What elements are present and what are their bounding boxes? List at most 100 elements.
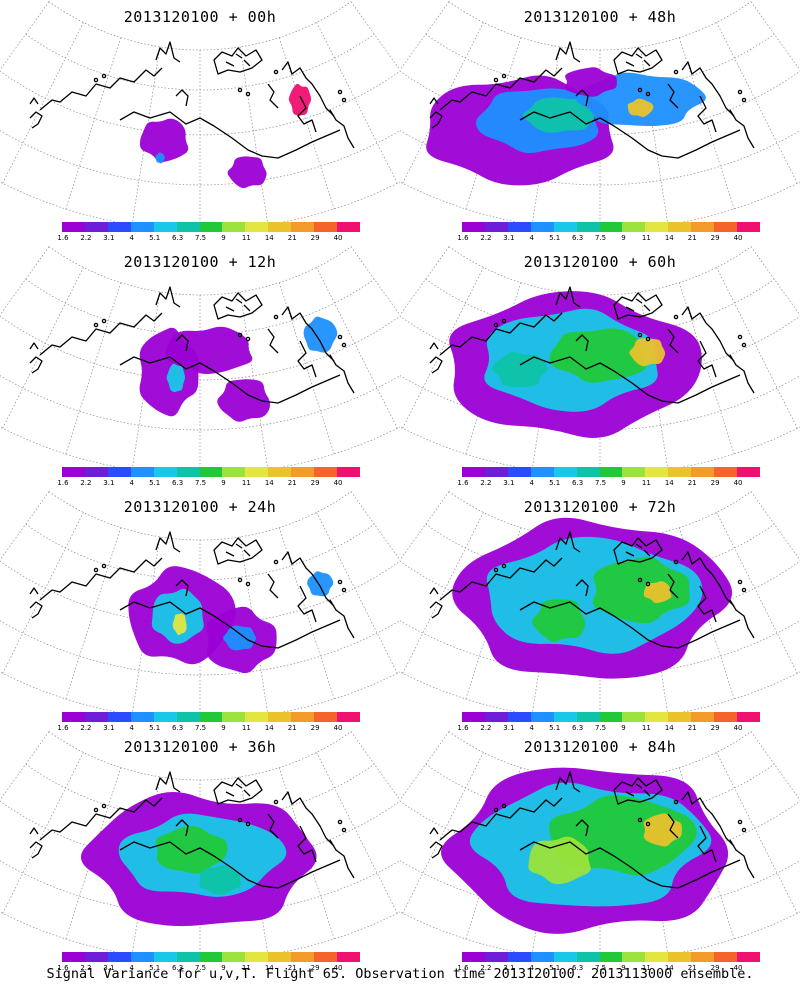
colorbar-tick-label: 1.6 <box>457 234 469 242</box>
colorbar-tick-label: 5.1 <box>549 724 561 732</box>
colorbar-segment <box>484 952 508 962</box>
colorbar-segment <box>84 952 108 962</box>
colorbar-tick-label: 14 <box>264 479 274 487</box>
colorbar-segment <box>199 952 223 962</box>
colorbar-tick-label: 9 <box>221 724 226 732</box>
colorbar-tick-label: 7.5 <box>194 479 207 487</box>
colorbar-segment <box>484 222 508 232</box>
colorbar-tick-label: 6.3 <box>172 479 184 487</box>
variance-field <box>139 83 312 189</box>
colorbar-segment <box>484 712 508 722</box>
colorbar-segment <box>691 952 715 962</box>
colorbar-segment <box>245 467 269 477</box>
colorbar-tick-label: 4 <box>129 724 134 732</box>
panel-title: 2013120100 + 84h <box>523 738 677 756</box>
colorbar-segment <box>691 222 715 232</box>
colorbar-tick-label: 1.6 <box>57 234 69 242</box>
colorbar-tick-label: 7.5 <box>594 964 607 972</box>
variance-map <box>0 731 400 961</box>
colorbar-segment <box>314 222 338 232</box>
map-panel-72h: 2013120100 + 72h 1.6 2.2 3.1 4 5.1 6.3 7.5 9 11 1… <box>400 490 800 735</box>
variance-contour <box>629 338 666 367</box>
colorbar-segment <box>153 952 177 962</box>
variance-contour <box>223 625 256 651</box>
colorbar-tick-label: 5.1 <box>549 479 561 487</box>
variance-contour <box>288 83 312 116</box>
variance-contour <box>307 571 334 597</box>
coastlines <box>429 771 755 889</box>
colorbar-tick-label: 21 <box>687 724 697 732</box>
colorbar-segment <box>176 712 200 722</box>
colorbar-tick-label: 29 <box>710 479 720 487</box>
colorbar-tick-label: 14 <box>264 234 274 242</box>
colorbar-tick-label: 2.2 <box>480 234 492 242</box>
colorbar-tick-label: 14 <box>664 234 674 242</box>
colorbar-tick-label: 14 <box>664 964 674 972</box>
colorbar-segment <box>130 467 154 477</box>
colorbar-tick-label: 4 <box>129 479 134 487</box>
colorbar-segment <box>153 712 177 722</box>
colorbar-tick-label: 7.5 <box>594 234 607 242</box>
colorbar-segment <box>737 952 760 962</box>
colorbar-tick-label: 5.1 <box>149 234 161 242</box>
colorbar-tick-label: 7.5 <box>594 724 607 732</box>
colorbar-segment <box>530 952 554 962</box>
colorbar-segment <box>268 222 292 232</box>
colorbar-tick-label: 29 <box>310 964 320 972</box>
variance-field <box>139 316 338 422</box>
variance-contour <box>199 865 241 895</box>
colorbar <box>62 712 360 722</box>
coastlines <box>29 771 355 889</box>
colorbar-tick-label: 2.2 <box>480 479 492 487</box>
colorbar <box>62 222 360 232</box>
colorbar-tick-label: 1.6 <box>57 964 69 972</box>
colorbar-tick-label: 3.1 <box>103 479 115 487</box>
colorbar-ticks: 1.6 2.2 3.1 4 5.1 6.3 7.5 9 11 14 21 29 40 <box>452 234 770 244</box>
colorbar-tick-label: 21 <box>287 964 297 972</box>
colorbar <box>462 222 760 232</box>
colorbar-segment <box>714 222 738 232</box>
colorbar-segment <box>507 952 531 962</box>
colorbar-segment <box>107 467 131 477</box>
colorbar <box>62 467 360 477</box>
variance-map <box>400 491 800 721</box>
colorbar-segment <box>62 222 85 232</box>
colorbar-tick-label: 9 <box>621 479 626 487</box>
colorbar-tick-label: 7.5 <box>194 234 207 242</box>
colorbar-tick-label: 3.1 <box>103 724 115 732</box>
colorbar-segment <box>199 467 223 477</box>
colorbar-segment <box>268 952 292 962</box>
colorbar-segment <box>291 952 315 962</box>
variance-contour <box>627 98 654 118</box>
colorbar-segment <box>314 467 338 477</box>
colorbar-segment <box>337 467 360 477</box>
colorbar-tick-label: 1.6 <box>457 479 469 487</box>
colorbar-ticks: 1.6 2.2 3.1 4 5.1 6.3 7.5 9 11 14 21 29 40 <box>52 234 370 244</box>
panel-title: 2013120100 + 24h <box>123 498 277 516</box>
colorbar-segment <box>199 222 223 232</box>
colorbar-segment <box>291 222 315 232</box>
colorbar-segment <box>314 952 338 962</box>
colorbar-tick-label: 6.3 <box>172 724 184 732</box>
colorbar-tick-label: 11 <box>241 234 251 242</box>
variance-field <box>449 291 702 438</box>
colorbar <box>462 952 760 962</box>
colorbar-segment <box>599 712 623 722</box>
colorbar-tick-label: 1.6 <box>57 724 69 732</box>
colorbar-tick-label: 29 <box>710 964 720 972</box>
colorbar-segment <box>622 222 646 232</box>
coastlines <box>29 286 355 404</box>
colorbar-tick-label: 40 <box>333 479 343 487</box>
variance-contour <box>643 581 672 604</box>
colorbar-segment <box>130 222 154 232</box>
colorbar-tick-label: 7.5 <box>194 724 207 732</box>
colorbar-segment <box>645 222 669 232</box>
colorbar-tick-label: 9 <box>221 479 226 487</box>
colorbar-segment <box>599 952 623 962</box>
colorbar-segment <box>314 712 338 722</box>
colorbar-segment <box>222 712 246 722</box>
map-panel-84h: 2013120100 + 84h 1.6 2.2 3.1 4 5.1 6.3 7.5 9 11 1… <box>400 730 800 975</box>
colorbar-tick-label: 29 <box>310 724 320 732</box>
panel-title: 2013120100 + 72h <box>523 498 677 516</box>
colorbar-segment <box>530 712 554 722</box>
